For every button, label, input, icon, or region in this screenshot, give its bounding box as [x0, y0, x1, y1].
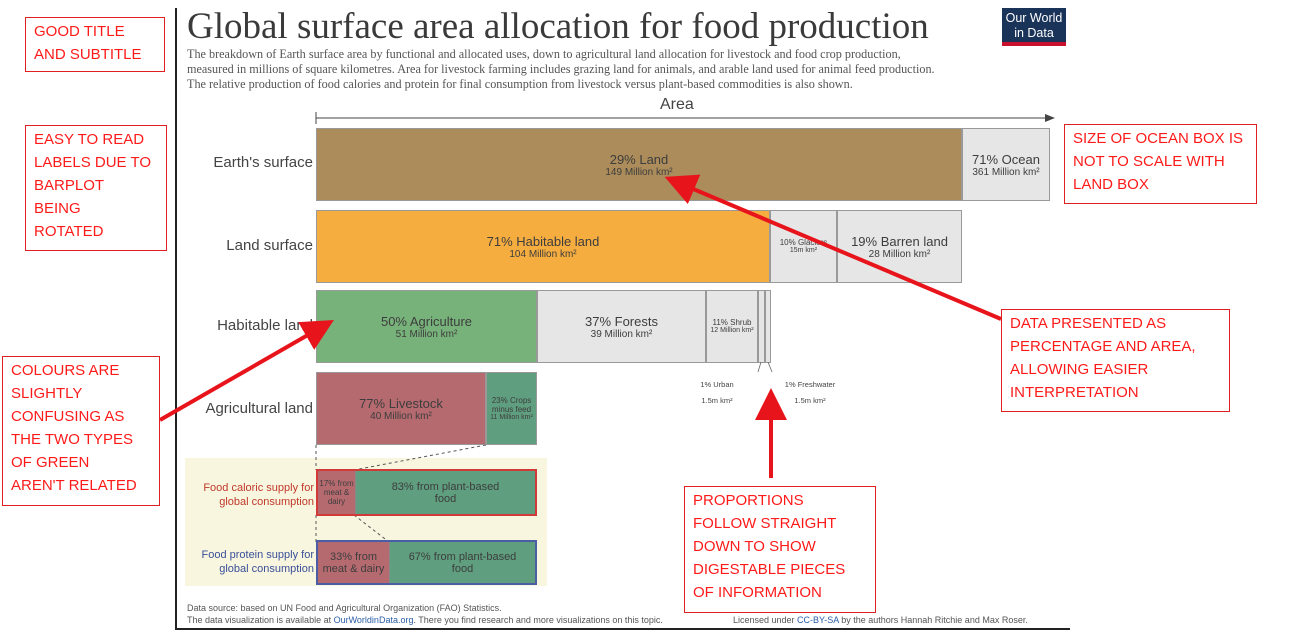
- bar-agriculture-value: 51 Million km²: [395, 328, 458, 340]
- owid-link[interactable]: OurWorldinData.org: [333, 615, 414, 625]
- bar-caloric-plant-label: 83% from plant-based food: [391, 480, 500, 505]
- bar-barren-land: 19% Barren land 28 Million km²: [837, 210, 962, 283]
- bar-land: 29% Land 149 Million km²: [316, 128, 962, 201]
- bar-shrub-value: 12 Million km²: [710, 327, 754, 334]
- colours-note: COLOURS ARE SLIGHTLY CONFUSING AS THE TW…: [2, 356, 160, 506]
- bar-protein-meat: 33% from meat & dairy: [318, 542, 389, 583]
- bar-barren-land-label: 19% Barren land: [851, 233, 948, 249]
- row-label-habitable: Habitable land: [217, 317, 313, 334]
- freshwater-callout-value: 1.5m km²: [794, 396, 826, 405]
- bar-livestock-value: 40 Million km²: [370, 410, 432, 422]
- footer-availability-post: . There you find research and more visua…: [413, 615, 663, 625]
- bar-glaciers-value: 15m km²: [789, 247, 818, 254]
- frame-left-line: [175, 8, 177, 630]
- bar-protein-plant: 67% from plant-based food: [389, 542, 535, 583]
- urban-callout: 1% Urban 1.5m km²: [690, 373, 744, 405]
- ocean-note: SIZE OF OCEAN BOX IS NOT TO SCALE WITH L…: [1064, 124, 1257, 204]
- row-label-land: Land surface: [226, 237, 313, 254]
- bar-crops-label: 23% Crops minus feed: [491, 395, 532, 414]
- title-note: GOOD TITLE AND SUBTITLE: [25, 17, 165, 72]
- footer-license-pre: Licensed under: [733, 615, 798, 625]
- protein-supply-label: Food protein supply for global consumpti…: [201, 549, 314, 575]
- bar-crops: 23% Crops minus feed 11 Million km²: [486, 372, 537, 445]
- bar-caloric-meat: 17% from meat & dairy: [318, 471, 355, 514]
- urban-freshwater-ticks: [757, 362, 773, 373]
- urban-callout-label: 1% Urban: [700, 380, 734, 389]
- bar-caloric-plant: 83% from plant-based food: [355, 471, 535, 514]
- bar-forests: 37% Forests 39 Million km²: [537, 290, 706, 363]
- license-link[interactable]: CC-BY-SA: [797, 615, 839, 625]
- footer-source: Data source: based on UN Food and Agricu…: [187, 603, 502, 613]
- proportions-note: PROPORTIONS FOLLOW STRAIGHT DOWN TO SHOW…: [684, 486, 876, 613]
- bar-shrub: 11% Shrub 12 Million km²: [706, 290, 758, 363]
- bar-livestock: 77% Livestock 40 Million km²: [316, 372, 486, 445]
- bar-ocean-label: 71% Ocean: [972, 151, 1040, 167]
- bar-forests-value: 39 Million km²: [590, 328, 653, 340]
- bar-protein-plant-label: 67% from plant-based food: [408, 550, 517, 575]
- bar-land-value: 149 Million km²: [605, 166, 673, 178]
- x-axis-label: Area: [660, 96, 694, 113]
- row-label-earth: Earth's surface: [213, 154, 313, 171]
- bar-glaciers: 10% Glaciers 15m km²: [770, 210, 837, 283]
- bar-habitable-land-label: 71% Habitable land: [486, 233, 600, 249]
- frame-bottom-line: [175, 628, 1070, 630]
- bar-caloric-meat-label: 17% from meat & dairy: [319, 479, 354, 506]
- bar-barren-land-value: 28 Million km²: [868, 248, 931, 260]
- bar-agriculture-label: 50% Agriculture: [380, 313, 473, 329]
- footer-license: Licensed under CC-BY-SA by the authors H…: [733, 615, 1028, 625]
- bar-crops-value: 11 Million km²: [490, 413, 533, 421]
- caloric-supply-frame: [316, 469, 537, 516]
- bar-urban: [758, 290, 765, 363]
- footer-availability-pre: The data visualization is available at: [187, 615, 334, 625]
- bar-habitable-land-value: 104 Million km²: [509, 248, 577, 260]
- bar-ocean-value: 361 Million km²: [972, 166, 1040, 178]
- bar-habitable-land: 71% Habitable land 104 Million km²: [316, 210, 770, 283]
- row-label-agricultural: Agricultural land: [205, 400, 313, 417]
- bar-glaciers-label: 10% Glaciers: [779, 238, 828, 247]
- bar-freshwater: [765, 290, 771, 363]
- freshwater-callout: 1% Freshwater 1.5m km²: [776, 373, 844, 405]
- area-axis-arrow: [315, 112, 1055, 124]
- bar-shrub-label: 11% Shrub: [712, 318, 752, 327]
- bar-ocean: 71% Ocean 361 Million km²: [962, 128, 1050, 201]
- bar-forests-label: 37% Forests: [585, 313, 658, 329]
- bar-livestock-label: 77% Livestock: [359, 395, 443, 411]
- owid-logo-text: Our World in Data: [1005, 11, 1063, 40]
- data-note: DATA PRESENTED AS PERCENTAGE AND AREA, A…: [1001, 309, 1230, 412]
- chart-subtitle: The breakdown of Earth surface area by f…: [187, 47, 935, 91]
- labels-note: EASY TO READ LABELS DUE TO BARPLOT BEING…: [25, 125, 167, 251]
- protein-supply-frame: [316, 540, 537, 585]
- supply-connector-lines: [315, 444, 487, 543]
- freshwater-callout-label: 1% Freshwater: [784, 380, 836, 389]
- bar-protein-meat-label: 33% from meat & dairy: [322, 550, 385, 575]
- bar-agriculture: 50% Agriculture 51 Million km²: [316, 290, 537, 363]
- bar-land-label: 29% Land: [609, 151, 669, 167]
- owid-logo: Our World in Data: [1002, 8, 1066, 46]
- footer-license-post: by the authors Hannah Ritchie and Max Ro…: [838, 615, 1028, 625]
- footer-availability: The data visualization is available at O…: [187, 615, 663, 625]
- urban-callout-value: 1.5m km²: [701, 396, 733, 405]
- chart-title: Global surface area allocation for food …: [187, 6, 929, 47]
- caloric-supply-label: Food caloric supply for global consumpti…: [203, 482, 314, 508]
